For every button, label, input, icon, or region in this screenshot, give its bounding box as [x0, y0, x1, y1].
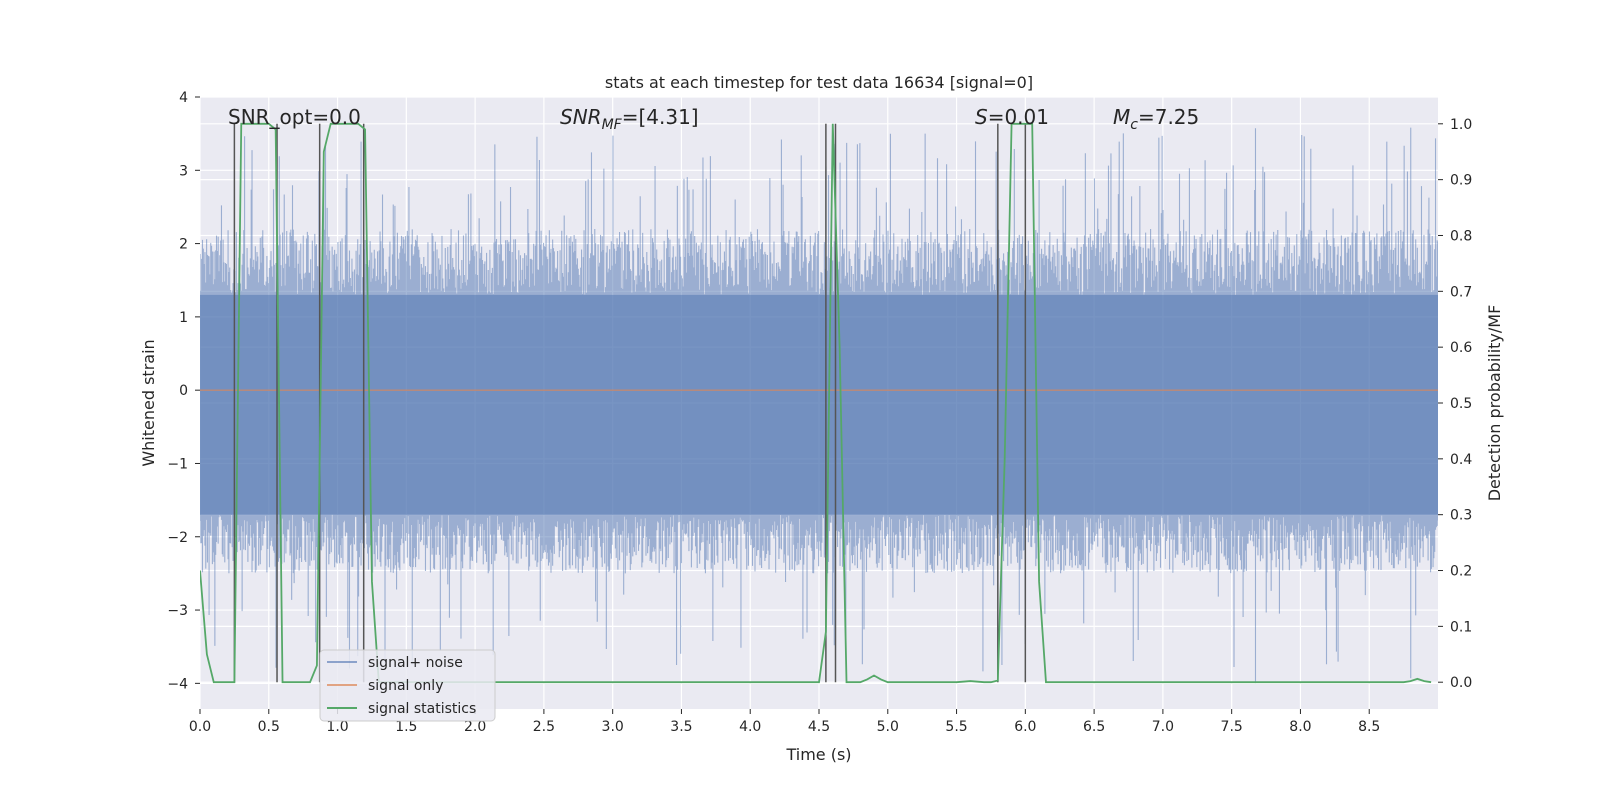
legend-label-noise: signal+ noise	[368, 655, 463, 671]
y-right-tick-label-7: 0.3	[1450, 508, 1472, 524]
series-signal-statistics	[200, 122, 1432, 684]
y-right-tick-label-4: 0.6	[1450, 340, 1472, 356]
series-signal-plus-noise	[200, 127, 1438, 684]
y-left-tick-label-1: 3	[179, 163, 188, 179]
y-right-tick-label-10: 0.0	[1450, 675, 1472, 691]
x-tick-label-16: 8.0	[1289, 719, 1311, 735]
chart-title: stats at each timestep for test data 166…	[605, 73, 1033, 92]
x-tick-label-3: 1.5	[395, 719, 417, 735]
x-tick-label-13: 6.5	[1083, 719, 1105, 735]
annotation-snr-mf: SNRMF=[4.31]	[560, 105, 699, 133]
y-left-tick-label-3: 1	[179, 310, 188, 326]
x-tick-label-0: 0.0	[189, 719, 211, 735]
x-axis-ticks: 0.0 0.5 1.0 1.5 2.0 2.5 3.0 3.5 4.0 4.5 5.0 5.5 6.0 6…	[189, 709, 1380, 735]
x-tick-label-10: 5.0	[877, 719, 899, 735]
annotation-s-value: =0.01	[988, 105, 1049, 129]
y-left-tick-label-2: 2	[179, 237, 188, 253]
x-tick-label-7: 3.5	[670, 719, 692, 735]
x-tick-label-8: 4.0	[739, 719, 761, 735]
legend-box	[319, 649, 496, 722]
y-left-tick-label-6: −2	[167, 530, 188, 546]
annotation-snr-opt: SNR_opt=0.0	[228, 105, 361, 129]
y-axis-right-ticks: 1.0 0.9 0.8 0.7 0.6 0.5 0.4 0.3 0.2 0.1 0.0	[1438, 117, 1472, 691]
y-right-tick-label-5: 0.5	[1450, 396, 1472, 412]
legend-label-signal: signal only	[368, 678, 443, 694]
y-right-tick-label-2: 0.8	[1450, 228, 1472, 244]
y-left-tick-label-5: −1	[167, 456, 188, 472]
x-tick-label-2: 1.0	[326, 719, 348, 735]
x-tick-label-14: 7.0	[1152, 719, 1174, 735]
y-right-tick-label-0: 1.0	[1450, 117, 1472, 133]
annotation-mc-symbol: M	[1113, 105, 1130, 129]
x-tick-label-11: 5.5	[945, 719, 967, 735]
y-right-tick-label-9: 0.1	[1450, 619, 1472, 635]
y-right-tick-label-6: 0.4	[1450, 452, 1472, 468]
y-axis-left-label: Whitened strain	[139, 339, 158, 466]
y-right-tick-label-8: 0.2	[1450, 564, 1472, 580]
annotation-snr-mf-sub: MF	[602, 117, 623, 133]
y-left-tick-label-7: −3	[167, 603, 188, 619]
annotation-s-symbol: S	[975, 105, 988, 129]
y-right-tick-label-1: 0.9	[1450, 173, 1472, 189]
annotation-snr-mf-base: SNR	[560, 105, 602, 129]
x-tick-label-9: 4.5	[808, 719, 830, 735]
legend-label-statistics: signal statistics	[368, 701, 476, 717]
legend: signal+ noise signal only signal statist…	[319, 649, 496, 722]
x-axis-label: Time (s)	[785, 745, 851, 764]
x-tick-label-17: 8.5	[1358, 719, 1380, 735]
y-left-tick-label-8: −4	[167, 676, 188, 692]
x-tick-label-1: 0.5	[258, 719, 280, 735]
y-right-tick-label-3: 0.7	[1450, 284, 1472, 300]
y-axis-left-ticks: 4 3 2 1 0 −1 −2 −3 −4	[167, 90, 200, 692]
x-tick-label-12: 6.0	[1014, 719, 1036, 735]
annotation-mc-sub: c	[1130, 117, 1138, 133]
x-tick-label-4: 2.0	[464, 719, 486, 735]
annotation-s: S=0.01	[975, 105, 1049, 129]
annotation-snr-mf-value: =[4.31]	[622, 105, 699, 129]
y-left-tick-label-4: 0	[179, 383, 188, 399]
annotation-mc-value: =7.25	[1138, 105, 1199, 129]
y-axis-right-label: Detection probability/MF	[1485, 305, 1504, 502]
y-left-tick-label-0: 4	[179, 90, 188, 106]
statistics-line	[200, 122, 1432, 684]
annotation-mc: Mc=7.25	[1113, 105, 1199, 133]
x-tick-label-5: 2.5	[533, 719, 555, 735]
x-tick-label-6: 3.0	[602, 719, 624, 735]
x-tick-label-15: 7.5	[1221, 719, 1243, 735]
